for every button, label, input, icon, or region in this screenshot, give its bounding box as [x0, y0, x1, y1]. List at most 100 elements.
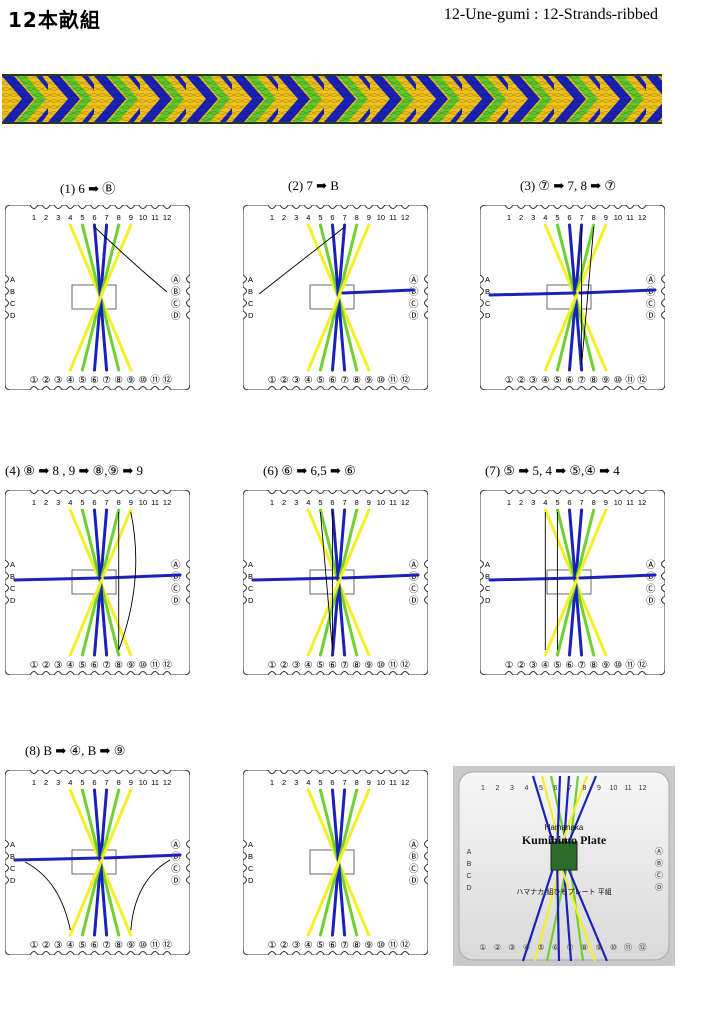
top-slot-number: 8 [117, 498, 121, 507]
step-label: (3) ⑦ ➡ 7, 8 ➡ ⑦ [520, 178, 617, 193]
bottom-slot-number: ② [280, 660, 289, 671]
photo-left-letter: B [467, 861, 472, 868]
top-slot-number: 12 [638, 213, 646, 222]
bottom-slot-number: ⑩ [139, 940, 148, 951]
bottom-slot-number: ⑨ [127, 660, 136, 671]
photo-strand [521, 855, 559, 962]
bottom-slot-number: ③ [529, 375, 538, 386]
left-slot-letter: A [10, 560, 15, 569]
strand [306, 223, 371, 372]
bottom-slot-number: ⑦ [102, 940, 111, 951]
strand [13, 856, 102, 862]
top-slot-number: 9 [367, 498, 371, 507]
photo-strand [561, 855, 609, 962]
strands-group [68, 223, 168, 372]
bottom-slot-number: ⑥ [565, 660, 574, 671]
top-slot-number: 7 [343, 498, 347, 507]
bottom-slot-number: ③ [54, 375, 63, 386]
top-slot-number: 2 [282, 213, 286, 222]
bottom-slot-number: ⑤ [78, 940, 87, 951]
top-slot-number: 2 [44, 213, 48, 222]
top-slot-number: 7 [343, 778, 347, 787]
top-slot-number: 12 [401, 778, 409, 787]
bottom-slot-number: ⑨ [365, 660, 374, 671]
bottom-slot-number: ⑫ [162, 940, 172, 951]
top-slot-number: 5 [80, 213, 84, 222]
top-slot-number: 11 [151, 213, 159, 222]
photo-bottom-number: ① [479, 943, 486, 952]
bottom-slot-number: ② [42, 375, 51, 386]
left-slot-letter: B [10, 852, 15, 861]
top-slot-number: 10 [614, 498, 622, 507]
bottom-slot-number: ⑪ [625, 660, 635, 671]
move-arrow [118, 511, 137, 651]
bottom-slot-number: ⑩ [377, 375, 386, 386]
left-slot-letter: A [248, 840, 253, 849]
top-slot-number: 4 [68, 213, 72, 222]
photo-bottom-number: ③ [508, 943, 515, 952]
bottom-slot-number: ⑤ [78, 660, 87, 671]
top-slot-number: 10 [139, 498, 147, 507]
bottom-slot-number: ⑦ [340, 660, 349, 671]
bottom-slot-number: ⑨ [602, 660, 611, 671]
step-diagram-6: (7) ⑤ ➡ 5, 4 ➡ ⑤,④ ➡ 4 1 2 3 4 5 6 7 8 9 10 11 12 ① ② ③… [480, 463, 665, 675]
bottom-slot-number: ④ [541, 660, 550, 671]
top-slot-number: 12 [163, 778, 171, 787]
top-slot-number: 11 [151, 778, 159, 787]
right-slot-letter: Ⓓ [409, 596, 419, 607]
photo-top-number: 12 [639, 785, 647, 792]
top-slot-number: 6 [92, 213, 96, 222]
bottom-slot-number: ⑧ [114, 660, 123, 671]
right-slot-letter: Ⓒ [171, 584, 181, 595]
bottom-slot-number: ④ [541, 375, 550, 386]
top-slot-number: 6 [567, 498, 571, 507]
move-arrow [581, 226, 595, 366]
top-slot-number: 8 [355, 213, 359, 222]
photo-bottom-number: ⑪ [624, 943, 632, 952]
bottom-slot-number: ⑨ [365, 375, 374, 386]
bottom-slot-number: ⑨ [127, 375, 136, 386]
plate-outline [480, 205, 665, 390]
right-slot-letter: Ⓒ [646, 299, 656, 310]
top-slot-number: 7 [343, 213, 347, 222]
photo-top-number: 4 [525, 785, 529, 792]
bottom-slot-number: ⑪ [388, 375, 398, 386]
photo-brand: Hamanaka [545, 823, 584, 832]
right-slot-letter: Ⓐ [646, 275, 656, 286]
left-slot-letter: C [248, 864, 254, 873]
bottom-slot-number: ⑨ [365, 940, 374, 951]
bottom-slot-number: ① [268, 375, 277, 386]
bottom-slot-number: ⑦ [577, 660, 586, 671]
top-slot-number: 3 [56, 213, 60, 222]
top-slot-number: 11 [389, 498, 397, 507]
top-slot-number: 12 [401, 213, 409, 222]
left-slot-letter: C [485, 299, 491, 308]
bottom-slot-number: ③ [529, 660, 538, 671]
right-slot-letter: Ⓑ [646, 287, 656, 298]
bottom-slot-number: ⑦ [102, 375, 111, 386]
bottom-slot-number: ⑩ [377, 660, 386, 671]
right-slot-letter: Ⓑ [409, 572, 419, 583]
left-slot-letter: C [10, 584, 16, 593]
bottom-slot-number: ⑪ [150, 660, 160, 671]
left-slot-letter: A [10, 840, 15, 849]
top-slot-number: 4 [68, 778, 72, 787]
left-slot-letter: A [485, 275, 490, 284]
strands-group [258, 223, 415, 372]
bottom-slot-number: ⑩ [614, 660, 623, 671]
left-slot-letter: D [248, 596, 254, 605]
photo-left-letter: D [466, 885, 471, 892]
photo-top-number: 5 [539, 785, 543, 792]
step-diagram-4: (4) ⑧ ➡ 8 , 9 ➡ ⑧,⑨ ➡ 9 1 2 3 4 5 6 7 8 9 10 11 12 ① ②… [5, 463, 190, 675]
photo-bottom-number: ⑦ [566, 943, 573, 952]
bottom-slot-number: ② [517, 660, 526, 671]
top-slot-number: 5 [80, 778, 84, 787]
left-slot-letter: B [248, 572, 253, 581]
photo-bottom-number: ⑨ [595, 943, 602, 952]
right-slot-letter: Ⓐ [409, 840, 419, 851]
top-slot-number: 3 [531, 498, 535, 507]
left-slot-letter: D [10, 876, 16, 885]
